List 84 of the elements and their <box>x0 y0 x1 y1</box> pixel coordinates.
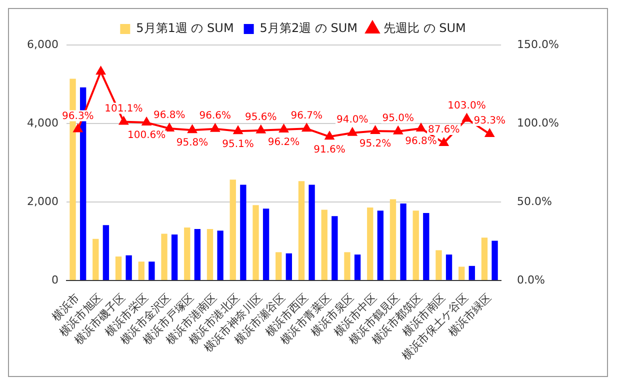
point <box>188 125 197 134</box>
point <box>210 124 220 132</box>
y2-tick-label: 50.0% <box>517 194 552 208</box>
legend-label: 5月第1週 の SUM <box>136 21 234 36</box>
point <box>234 126 242 134</box>
point <box>485 128 494 137</box>
y-tick-label: 4,000 <box>26 116 58 130</box>
bar <box>390 199 396 280</box>
y-tick-label: 6,000 <box>26 38 58 51</box>
point <box>348 128 357 136</box>
bar <box>308 184 315 280</box>
data-label: 100.6% <box>127 130 166 142</box>
bar <box>423 212 430 280</box>
bar <box>240 184 246 280</box>
bar <box>354 254 361 280</box>
bar <box>161 234 168 280</box>
data-label: 91.6% <box>314 144 346 156</box>
data-label: 96.3% <box>62 110 94 122</box>
bar <box>115 256 122 280</box>
point <box>119 116 128 125</box>
bar <box>217 230 224 280</box>
point <box>439 138 448 146</box>
y-tick-label: 2,000 <box>26 194 58 208</box>
point <box>325 132 334 140</box>
bar <box>436 250 442 280</box>
bar <box>194 229 201 280</box>
bar <box>377 210 384 280</box>
y2-tick-label: 0.0% <box>517 273 546 286</box>
data-label: 103.0% <box>448 100 486 112</box>
bar <box>138 262 144 280</box>
bar <box>206 229 214 280</box>
data-label: 93.3% <box>474 116 506 127</box>
y2-tick-label: 100.0% <box>517 116 560 130</box>
bar <box>92 238 99 280</box>
bar <box>481 238 488 280</box>
data-label: 96.8% <box>405 136 437 148</box>
data-label: 94.0% <box>336 114 368 126</box>
bar <box>492 240 498 280</box>
data-label: 87.6% <box>428 124 460 136</box>
bar <box>171 234 178 280</box>
point <box>73 124 82 132</box>
data-label: 95.8% <box>176 138 208 149</box>
bar <box>400 204 406 280</box>
bar <box>286 253 292 280</box>
bar <box>468 266 475 280</box>
bar <box>102 225 110 280</box>
point <box>256 125 266 134</box>
bar <box>276 252 282 280</box>
y2-tick-label: 150.0% <box>517 38 560 51</box>
bar <box>230 180 236 280</box>
data-label: 95.6% <box>245 112 277 123</box>
bar <box>148 262 155 280</box>
data-label: 96.6% <box>199 110 232 122</box>
data-label: 101.1% <box>104 103 143 114</box>
bar <box>412 210 419 280</box>
point <box>279 124 288 132</box>
point <box>142 118 152 126</box>
bar <box>332 216 338 280</box>
bar <box>298 181 305 280</box>
bar <box>458 266 465 280</box>
point <box>96 66 106 75</box>
data-label: 96.2% <box>268 137 300 148</box>
point <box>370 126 380 134</box>
point <box>302 124 312 132</box>
bar <box>321 210 328 280</box>
y-tick-label: 0 <box>51 273 58 286</box>
point <box>462 114 472 122</box>
data-label: 96.7% <box>290 110 323 122</box>
legend-label: 先週比 の SUM <box>383 21 466 36</box>
bar <box>446 254 452 280</box>
bar <box>252 205 259 280</box>
point <box>164 124 174 132</box>
point <box>394 126 403 134</box>
bar <box>344 252 350 280</box>
bar <box>262 208 270 280</box>
bar <box>126 255 132 280</box>
data-label: 95.2% <box>359 138 392 150</box>
bar <box>184 227 190 280</box>
data-label: 96.8% <box>154 110 186 122</box>
legend-label: 5月第2週 の SUM <box>260 21 358 36</box>
bar <box>367 207 374 280</box>
data-label: 95.1% <box>222 138 254 150</box>
point <box>416 124 426 132</box>
data-label: 95.0% <box>382 112 414 124</box>
